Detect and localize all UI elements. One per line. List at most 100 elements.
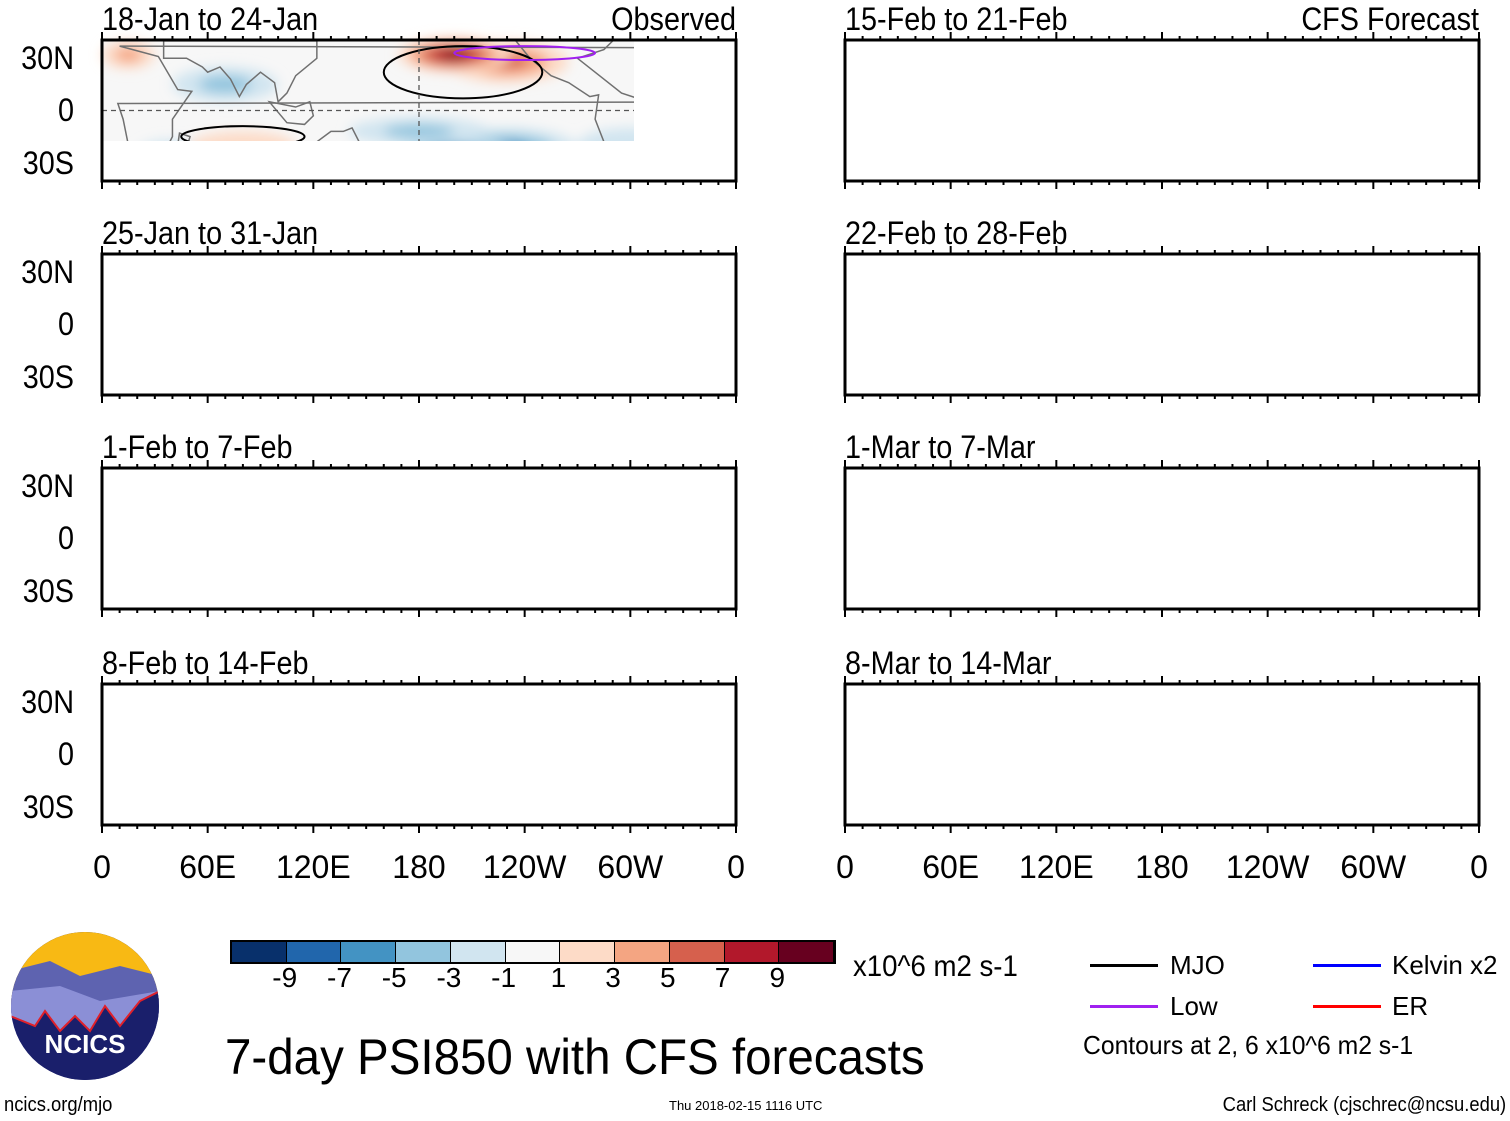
coastline [1046,128,1115,177]
legend-line-low [1090,1005,1158,1008]
anomaly-blob [1215,137,1321,172]
anomaly-blob [954,355,983,364]
mjo-contour [845,565,915,600]
anomaly-blob [622,683,710,704]
footer-url[interactable]: ncics.org/mjo [4,1094,113,1116]
anomaly-blob [1358,43,1424,64]
anomaly-blob [1197,363,1303,391]
anomaly-blob [849,260,858,267]
legend-line-er [1313,1005,1381,1008]
anomaly-blob [516,720,569,737]
anomaly-blob [155,504,261,539]
colorbar-swatch [341,942,397,962]
coastline [303,342,372,391]
legend-label-er: ER [1392,991,1429,1021]
x-tick-label: 180 [1135,849,1189,885]
kelvin-contour [880,41,950,58]
er-contour [1136,140,1189,168]
kelvin-contour [951,262,986,283]
colorbar-tick-label: 7 [714,962,731,993]
coastline [118,260,727,385]
coastline [1012,316,1056,339]
panel-title: 8-Feb to 14-Feb [102,645,309,681]
legend-label-mjo: MJO [1170,950,1225,980]
anomaly-blob [216,333,304,368]
anomaly-blob [1442,261,1463,267]
mjo-contour [278,556,489,598]
mjo-contour [180,125,306,141]
anomaly-blob [836,728,924,763]
coastline [921,347,933,368]
anomaly-blob [419,800,437,807]
panel-title: 18-Jan to 24-Jan [102,1,319,37]
anomaly-blob [863,572,898,593]
anomaly-blob [977,523,1030,537]
anomaly-blob [880,772,950,807]
coastline [1259,469,1418,608]
colorbar-swatch [560,942,616,962]
mjo-contour [1197,351,1444,386]
anomaly-blob [1431,258,1473,269]
panel-frame [843,466,1481,611]
colorbar-swatch [724,942,780,962]
anomaly-blob [630,342,736,377]
anomaly-blob [481,378,534,394]
anomaly-blob [159,140,185,141]
anomaly-blob [393,789,463,817]
anomaly-blob [1127,284,1215,312]
anomaly-blob [673,473,694,481]
anomaly-blob [939,350,998,369]
coastline [162,40,318,104]
mjo-contour [1444,563,1497,591]
anomaly-blob [234,565,322,600]
anomaly-blob [657,467,710,488]
anomaly-blob [655,691,677,696]
anomaly-blob [296,284,402,312]
colorbar-tick-label: -3 [436,962,462,993]
anomaly-blob [489,711,595,746]
anomaly-blob [311,490,369,511]
x-tick-label: 120E [1018,849,1094,885]
coastline [303,556,372,605]
map-panel [843,460,1481,617]
anomaly-blob [579,127,634,141]
coastline [177,132,191,141]
y-tick-label: 0 [57,306,74,342]
er-contour [657,467,710,495]
panel-title: 25-Jan to 31-Jan [102,215,319,251]
coastline [1046,772,1115,821]
coastline [267,100,315,126]
anomaly-blob [441,127,573,141]
colorbar-tick-label: -9 [272,962,298,993]
coastline [164,685,317,746]
er-contour [622,683,710,704]
panel-title: 1-Mar to 7-Mar [845,429,1036,465]
coastline [164,255,317,316]
anomaly-blob [1444,76,1479,93]
er-contour [106,149,169,177]
footer-author: Carl Schreck (cjschrec@ncsu.edu) [1222,1094,1506,1116]
anomaly-blob [128,767,216,795]
anomaly-blob [863,58,898,75]
panel-title: 15-Feb to 21-Feb [845,1,1068,37]
coastline [907,41,1060,102]
y-tick-label: 30N [21,684,74,720]
anomaly-blob [120,472,173,493]
anomaly-blob [1065,481,1153,509]
anomaly-blob [172,735,242,756]
coastline [118,690,727,815]
legend-label-low: Low [1170,991,1218,1021]
er-contour [1444,144,1497,165]
mjo-contour [407,788,449,809]
x-tick-label: 0 [836,849,854,885]
anomaly-blob [424,138,485,141]
x-tick-label: 60E [922,849,980,885]
coastline [861,260,1470,385]
anomaly-blob [977,784,1065,812]
anomaly-blob [898,123,986,151]
x-tick-label: 60W [1340,849,1407,885]
coastline [861,46,1470,171]
anomaly-blob [622,568,692,596]
low-contour [1259,472,1382,482]
map-panel [100,32,738,189]
